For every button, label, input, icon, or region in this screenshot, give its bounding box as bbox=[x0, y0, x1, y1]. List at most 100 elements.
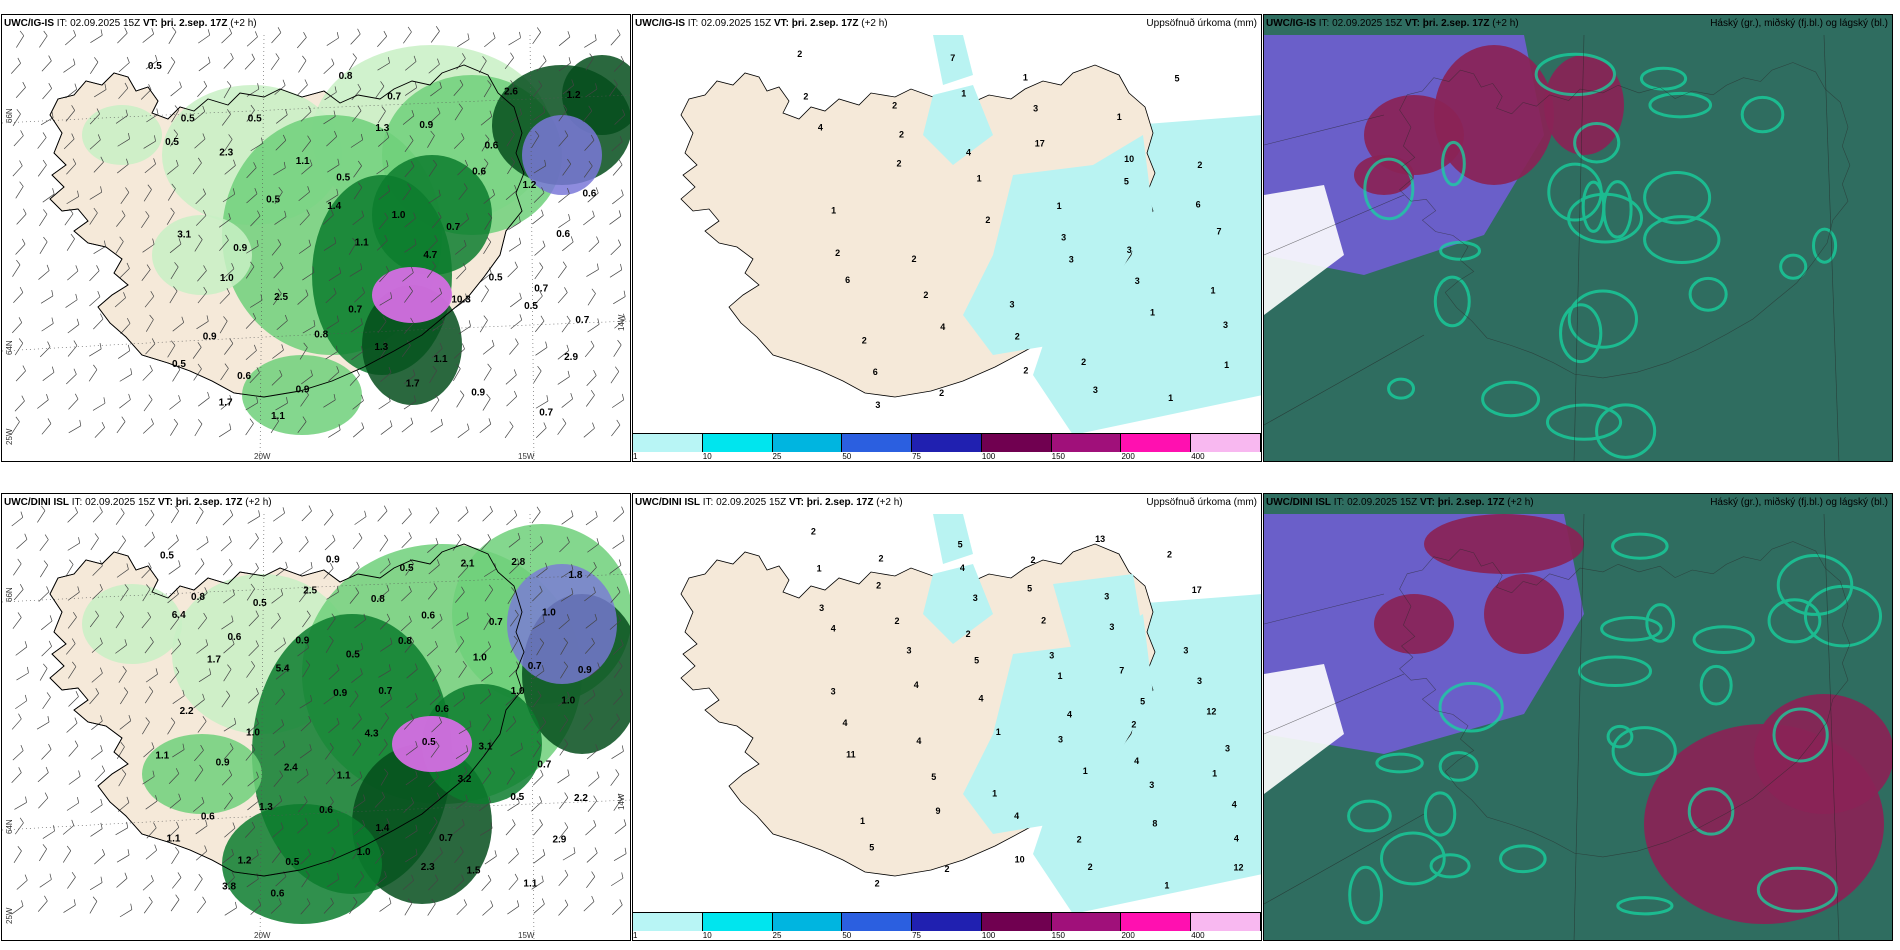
colorbar-tick: 25 bbox=[772, 931, 782, 940]
precip-value: 1 bbox=[1168, 393, 1173, 403]
precip-value: 1 bbox=[1164, 880, 1169, 890]
precip-value: 12 bbox=[1206, 707, 1216, 717]
precip-value: 2.5 bbox=[303, 586, 317, 597]
precip-value: 2.3 bbox=[421, 862, 435, 873]
precip-value: 0.9 bbox=[233, 243, 247, 254]
precip-value: 1.2 bbox=[522, 180, 536, 191]
colorbar-tick: 100 bbox=[981, 452, 996, 461]
colorbar-swatch bbox=[842, 434, 913, 452]
precip-value: 4 bbox=[914, 680, 919, 690]
precip-value: 5 bbox=[1027, 584, 1032, 594]
colorbar-swatch bbox=[1121, 434, 1192, 452]
precip-value: 1 bbox=[831, 205, 836, 215]
precip-value: 1.3 bbox=[375, 123, 389, 134]
precip-value: 8 bbox=[1152, 818, 1157, 828]
precip-value: 1.0 bbox=[246, 727, 260, 738]
lat-label: 64N bbox=[5, 819, 14, 834]
precip-value: 9 bbox=[936, 806, 941, 816]
precip-value: 4 bbox=[916, 736, 921, 746]
cloud-title: Háský (gr.), miðský (fj.bl.) og lágský (… bbox=[1710, 497, 1888, 508]
precip-value: 0.7 bbox=[378, 686, 392, 697]
precip-value: 0.7 bbox=[528, 661, 542, 672]
precip-value: 2.9 bbox=[552, 835, 566, 846]
precip-value: 2 bbox=[876, 581, 881, 591]
precip-value: 1.1 bbox=[337, 770, 351, 781]
colorbar-swatch bbox=[633, 913, 703, 931]
precip-value: 1 bbox=[992, 789, 997, 799]
precip-value: 1.1 bbox=[355, 238, 369, 249]
mid-cloud bbox=[1354, 45, 1624, 195]
coastline bbox=[49, 543, 525, 877]
lon-label: 14W bbox=[617, 314, 626, 331]
precip-colorbar: 1 10 25 50 75 100 150 200 400 bbox=[633, 433, 1261, 461]
wind-panel-row2: UWC/DINI ISL IT: 02.09.2025 15Z VT: þri.… bbox=[1, 493, 631, 941]
cloud-map bbox=[1264, 494, 1892, 940]
precip-value: 2.6 bbox=[504, 86, 518, 97]
precip-value: 4.3 bbox=[365, 729, 379, 740]
precip-value: 0.9 bbox=[471, 388, 485, 399]
precip-value: 2 bbox=[1197, 160, 1202, 170]
precip-panel-row1: UWC/IG-IS IT: 02.09.2025 15Z VT: þri. 2.… bbox=[632, 14, 1262, 462]
precip-value: 0.9 bbox=[578, 665, 592, 676]
precip-value: 3 bbox=[1223, 320, 1228, 330]
wind-barbs bbox=[10, 26, 626, 439]
precip-value-labels: 2221211223334121125444555334542233433424… bbox=[811, 526, 1244, 890]
colorbar-tick: 150 bbox=[1051, 452, 1066, 461]
precip-value: 4 bbox=[1067, 709, 1072, 719]
precip-value: 6.4 bbox=[172, 610, 186, 621]
precip-value: 11 bbox=[846, 749, 856, 759]
wind-panel-header: UWC/IG-IS IT: 02.09.2025 15Z VT: þri. 2.… bbox=[4, 18, 257, 29]
precip-value: 2 bbox=[1041, 615, 1046, 625]
colorbar-swatches bbox=[633, 912, 1261, 931]
precip-value: 1.3 bbox=[374, 342, 388, 353]
axis-labels: 66N 64N 25W 20W 15W 14W bbox=[5, 108, 626, 461]
precip-value: 4 bbox=[966, 147, 971, 157]
precip-value: 1 bbox=[1057, 201, 1062, 211]
precip-value: 0.5 bbox=[165, 137, 179, 148]
precip-value: 0.7 bbox=[537, 760, 551, 771]
precip-value: 17 bbox=[1192, 585, 1202, 595]
precip-value: 0.6 bbox=[237, 371, 251, 382]
precip-value: 1 bbox=[1083, 766, 1088, 776]
precip-value: 5 bbox=[958, 539, 963, 549]
precip-value: 10 bbox=[1015, 854, 1025, 864]
graticule bbox=[2, 513, 630, 940]
precip-value: 2 bbox=[985, 215, 990, 225]
precip-value: 0.9 bbox=[419, 120, 433, 131]
precip-value: 1.7 bbox=[207, 654, 221, 665]
colorbar-swatch bbox=[912, 913, 982, 931]
precip-value: 5 bbox=[931, 772, 936, 782]
precip-value: 2 bbox=[939, 388, 944, 398]
precip-value: 0.6 bbox=[582, 188, 596, 199]
precip-value: 5.4 bbox=[276, 663, 290, 674]
precip-value: 3 bbox=[1149, 780, 1154, 790]
precip-value: 0.5 bbox=[346, 650, 360, 661]
precip-value: 3 bbox=[875, 400, 880, 410]
precip-value: 1.0 bbox=[357, 847, 371, 858]
land-precip bbox=[923, 564, 1153, 834]
coastline bbox=[49, 64, 525, 398]
precip-value: 1 bbox=[1023, 72, 1028, 82]
precip-value: 1.0 bbox=[392, 210, 406, 221]
precip-value: 2 bbox=[892, 100, 897, 110]
precip-value: 0.7 bbox=[539, 407, 553, 418]
precip-value: 4 bbox=[1134, 756, 1139, 766]
colorbar-tick: 1 bbox=[633, 931, 638, 940]
axis-labels: 66N 64N 25W 20W 15W 14W bbox=[5, 587, 626, 940]
graticule bbox=[1264, 34, 1840, 461]
colorbar-tick: 75 bbox=[912, 931, 922, 940]
precip-value: 3.8 bbox=[222, 882, 236, 893]
colorbar-swatch bbox=[702, 913, 773, 931]
cloud-panel-row1: UWC/IG-IS IT: 02.09.2025 15Z VT: þri. 2.… bbox=[1263, 14, 1893, 462]
precip-value: 12 bbox=[1234, 862, 1244, 872]
colorbar-swatch bbox=[772, 913, 843, 931]
precip-panel-header: UWC/DINI ISL IT: 02.09.2025 15Z VT: þri.… bbox=[635, 497, 903, 508]
precip-value: 2 bbox=[894, 616, 899, 626]
cloud-edges bbox=[1363, 52, 1838, 459]
colorbar-tick: 400 bbox=[1191, 452, 1205, 461]
precip-value: 0.6 bbox=[201, 812, 215, 823]
precip-value: 0.5 bbox=[489, 272, 503, 283]
precip-value: 3 bbox=[1058, 735, 1063, 745]
precip-value: 2 bbox=[923, 290, 928, 300]
precip-value: 2 bbox=[966, 629, 971, 639]
